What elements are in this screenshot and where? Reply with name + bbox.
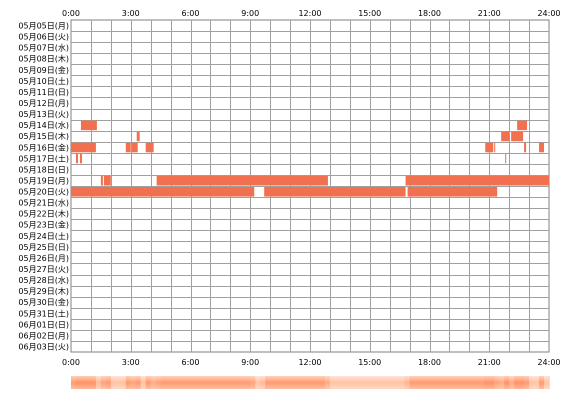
row-label: 05月12日(月): [18, 99, 69, 108]
row-label: 05月26日(月): [18, 254, 69, 263]
x-tick-label-bottom: 0:00: [62, 358, 80, 367]
x-tick-label-bottom: 18:00: [418, 358, 441, 367]
row-label: 05月22日(木): [18, 209, 69, 219]
row-label: 05月28日(水): [18, 275, 69, 285]
row-label: 05月11日(日): [18, 88, 69, 97]
activity-bar: [524, 142, 527, 153]
row-label: 06月01日(日): [18, 320, 69, 329]
x-tick-label-top: 18:00: [418, 9, 441, 18]
row-labels: 05月05日(月) 05月06日(火)05月07日(水)05月08日(木)05月0…: [18, 22, 69, 352]
activity-bar: [501, 131, 510, 142]
x-tick-label-top: 24:00: [537, 9, 560, 18]
activity-bar: [494, 142, 496, 153]
x-tick-label-top: 0:00: [62, 9, 80, 18]
activity-bars: [71, 120, 549, 197]
row-label: 05月18日(日): [18, 165, 69, 174]
x-tick-label-bottom: 6:00: [182, 358, 200, 367]
row-label: 06月02日(月): [18, 331, 69, 340]
activity-bar: [517, 120, 528, 131]
summary-strip-gloss: [71, 376, 549, 389]
summary-strip: [71, 376, 550, 389]
x-tick-label-bottom: 24:00: [537, 358, 560, 367]
row-label: 05月06日(火): [18, 33, 69, 42]
activity-bar: [405, 175, 549, 186]
grid: [70, 19, 550, 353]
x-tick-label-top: 6:00: [182, 9, 200, 18]
activity-bar: [264, 187, 406, 197]
row-label: 05月08日(木): [18, 54, 69, 64]
activity-bar: [79, 153, 82, 164]
activity-bar: [103, 175, 111, 186]
activity-bar: [75, 153, 78, 164]
row-label: 05月25日(日): [18, 243, 69, 252]
activity-bar: [100, 175, 103, 186]
x-tick-labels: 0:00 0:00 3:00 3:00 6:00 6:00 9:00 9:00 12:00 12:…: [62, 9, 561, 367]
activity-bar: [71, 187, 255, 197]
x-tick-label-bottom: 3:00: [122, 358, 140, 367]
row-label: 05月24日(土): [18, 231, 69, 241]
activity-bar: [125, 142, 131, 153]
activity-bar: [136, 131, 140, 142]
row-label: 05月16日(金): [18, 142, 69, 152]
row-label: 05月29日(木): [18, 286, 69, 296]
x-tick-label-top: 21:00: [478, 9, 501, 18]
x-tick-label-bottom: 9:00: [241, 358, 259, 367]
activity-bar: [407, 187, 498, 197]
x-tick-label-top: 3:00: [122, 9, 140, 18]
row-label: 05月13日(火): [18, 110, 69, 119]
x-tick-label-top: 15:00: [358, 9, 381, 18]
activity-bar: [539, 142, 545, 153]
activity-bar: [485, 142, 494, 153]
row-label: 05月17日(土): [18, 153, 69, 163]
row-label: 05月20日(火): [18, 188, 69, 197]
row-label: 05月30日(金): [18, 297, 69, 307]
row-label: 05月05日(月): [18, 22, 69, 31]
row-label: 05月23日(金): [18, 220, 69, 230]
x-tick-label-top: 9:00: [241, 9, 259, 18]
row-label: 05月14日(水): [18, 120, 69, 130]
row-label: 05月21日(水): [18, 198, 69, 208]
x-tick-label-top: 12:00: [298, 9, 321, 18]
activity-bar: [131, 142, 138, 153]
activity-bar: [511, 131, 524, 142]
x-tick-label-bottom: 12:00: [298, 358, 321, 367]
row-label: 05月09日(金): [18, 65, 69, 75]
activity-bar: [80, 120, 97, 131]
row-label: 05月31日(土): [18, 308, 69, 318]
activity-bar: [145, 142, 154, 153]
activity-bar: [156, 175, 328, 186]
x-tick-label-bottom: 21:00: [478, 358, 501, 367]
row-label: 05月19日(月): [18, 176, 69, 185]
row-label: 05月07日(水): [18, 43, 69, 53]
activity-bar: [505, 153, 507, 164]
row-label: 05月10日(土): [18, 76, 69, 86]
activity-bar: [71, 142, 96, 153]
row-label: 05月27日(火): [18, 265, 69, 274]
row-label: 05月15日(木): [18, 131, 69, 141]
row-label: 06月03日(火): [18, 342, 69, 351]
x-tick-label-bottom: 15:00: [358, 358, 381, 367]
